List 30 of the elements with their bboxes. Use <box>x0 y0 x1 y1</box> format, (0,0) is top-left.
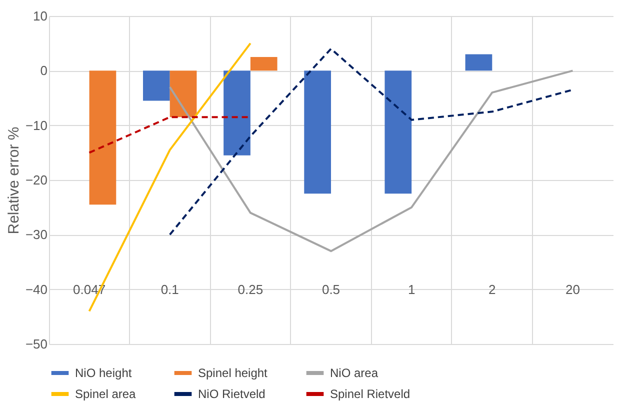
legend-label: Spinel area <box>75 387 136 401</box>
y-tick-label: 0 <box>40 63 48 78</box>
bar <box>465 54 492 71</box>
y-axis-title: Relative error % <box>5 126 22 234</box>
line-series <box>168 48 574 236</box>
x-tick-label: 0.25 <box>238 282 264 297</box>
line-series <box>168 70 574 252</box>
x-tick-label: 20 <box>565 282 580 297</box>
legend-label: Spinel Rietveld <box>330 387 410 401</box>
y-tick-label: 10 <box>33 8 48 24</box>
y-tick-label: −20 <box>25 172 48 188</box>
legend-label: Spinel height <box>198 366 268 380</box>
y-tick-label: −50 <box>25 336 48 352</box>
x-tick-label: 0.1 <box>160 282 179 297</box>
bar <box>170 70 197 118</box>
y-tick-label: −30 <box>25 227 48 242</box>
bar <box>384 70 412 194</box>
x-tick-label: 2 <box>488 282 496 297</box>
y-tick-label: −40 <box>25 282 48 297</box>
bar <box>143 70 170 101</box>
x-tick-label: 1 <box>408 282 416 297</box>
bar <box>250 57 278 71</box>
legend-label: NiO height <box>75 366 132 380</box>
legend-label: NiO area <box>330 366 378 380</box>
bar <box>224 70 250 156</box>
bar <box>304 70 331 194</box>
bar <box>89 70 116 205</box>
x-tick-label: 0.5 <box>322 282 340 297</box>
legend-label: NiO Rietveld <box>198 387 266 401</box>
y-tick-label: −10 <box>25 118 48 133</box>
